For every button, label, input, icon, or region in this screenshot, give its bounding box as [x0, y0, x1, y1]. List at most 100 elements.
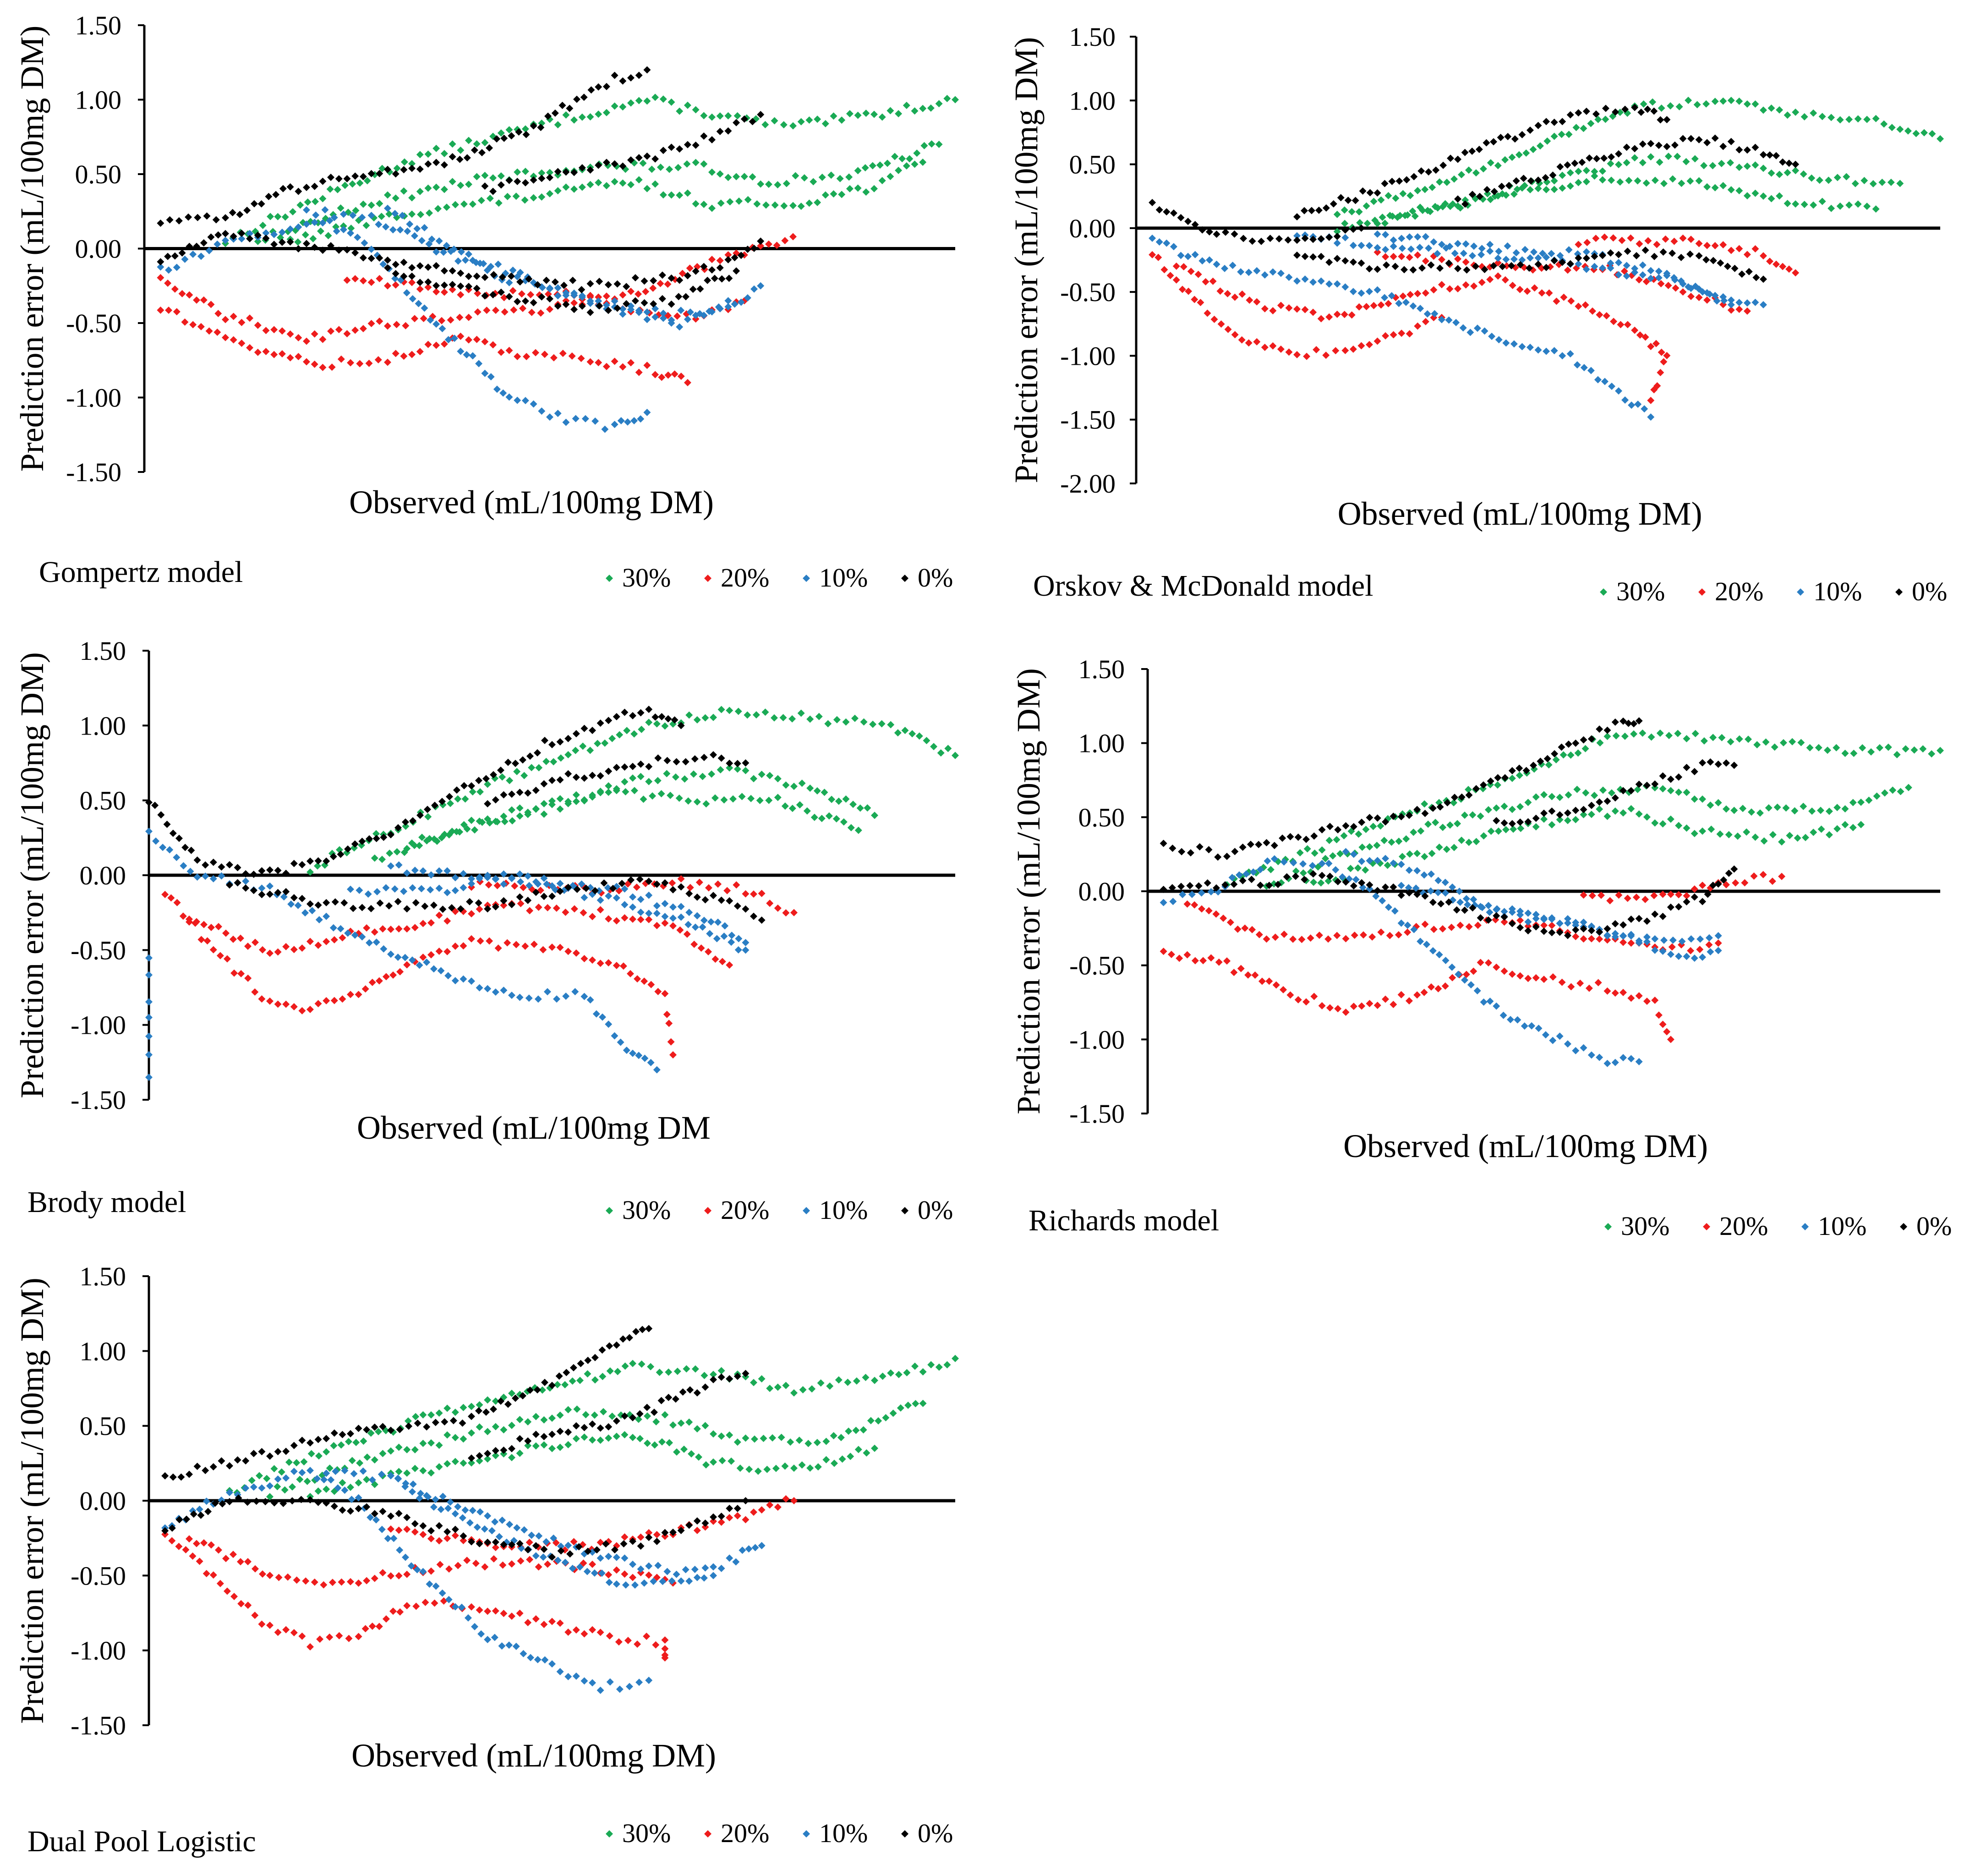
data-point — [282, 869, 290, 877]
data-point — [726, 707, 733, 714]
data-point — [717, 1512, 725, 1520]
data-point — [1160, 266, 1168, 274]
data-point — [852, 1426, 860, 1434]
data-point — [724, 256, 732, 263]
data-point — [1556, 252, 1564, 259]
data-point — [476, 1452, 483, 1459]
data-point — [358, 214, 366, 221]
data-point — [1160, 885, 1167, 893]
data-point — [367, 319, 375, 327]
data-point — [379, 1569, 387, 1577]
data-point — [1362, 866, 1369, 874]
data-point — [765, 181, 772, 188]
data-point — [613, 1341, 620, 1349]
data-point — [254, 237, 262, 245]
data-point — [1454, 155, 1461, 163]
data-point — [1709, 734, 1717, 741]
data-point — [1603, 726, 1611, 734]
data-point — [1828, 204, 1835, 212]
legend-marker — [1900, 1223, 1907, 1230]
data-point — [1532, 823, 1540, 831]
data-point — [522, 131, 530, 138]
data-point — [923, 737, 930, 745]
data-point — [556, 1411, 564, 1419]
data-point — [635, 97, 643, 104]
data-point — [772, 1465, 780, 1472]
data-point — [625, 1683, 633, 1690]
data-point — [1691, 282, 1699, 290]
data-point — [1768, 104, 1775, 112]
data-point — [596, 1538, 604, 1546]
data-point — [279, 1499, 287, 1507]
data-point — [440, 281, 448, 289]
data-point — [440, 186, 448, 193]
data-point — [1427, 887, 1434, 895]
data-point — [1591, 252, 1598, 260]
data-point — [668, 319, 675, 327]
data-point — [481, 338, 489, 346]
data-point — [1293, 236, 1301, 244]
data-point — [728, 1457, 735, 1465]
data-point — [1531, 284, 1538, 292]
data-point — [1390, 859, 1397, 867]
data-point — [1719, 241, 1727, 249]
data-point — [403, 869, 411, 877]
data-point — [534, 995, 542, 1003]
data-point — [530, 400, 537, 408]
data-point — [382, 884, 390, 892]
data-point — [1565, 791, 1572, 799]
data-point — [1627, 939, 1635, 947]
data-point — [631, 297, 639, 305]
data-point — [1591, 263, 1598, 270]
data-point — [645, 1677, 653, 1684]
data-point — [1234, 925, 1242, 933]
data-point — [1816, 176, 1823, 184]
data-point — [1493, 804, 1500, 812]
data-point — [474, 308, 482, 316]
data-point — [451, 201, 459, 208]
data-point — [1682, 158, 1690, 165]
data-point — [1178, 285, 1186, 293]
data-point — [1714, 939, 1722, 947]
data-point — [338, 1578, 345, 1586]
data-point — [1627, 915, 1635, 923]
data-point — [1502, 339, 1510, 347]
data-point — [878, 177, 886, 185]
data-point — [326, 217, 334, 225]
data-point — [1434, 204, 1442, 212]
data-point — [1253, 298, 1261, 306]
data-point — [258, 867, 266, 875]
data-point — [460, 975, 467, 983]
data-point — [445, 1596, 453, 1603]
data-point — [606, 1678, 614, 1686]
data-point — [1349, 225, 1357, 233]
data-point — [758, 916, 766, 924]
data-point — [1691, 954, 1698, 962]
data-point — [619, 363, 627, 371]
data-point — [489, 187, 497, 195]
data-point — [476, 1508, 484, 1516]
data-point — [710, 1563, 717, 1571]
data-point — [524, 1546, 532, 1553]
data-point — [1600, 154, 1608, 162]
data-point — [572, 1672, 580, 1680]
data-point — [326, 185, 334, 193]
data-point — [169, 829, 177, 837]
data-point — [581, 415, 589, 422]
data-point — [548, 1618, 556, 1625]
data-point — [520, 1650, 527, 1657]
data-point — [1854, 200, 1862, 208]
data-point — [806, 715, 814, 723]
data-point — [371, 1510, 378, 1518]
data-point — [395, 925, 403, 933]
data-point — [838, 191, 846, 198]
data-point — [1480, 832, 1488, 840]
data-point — [248, 1476, 256, 1484]
data-point — [532, 1542, 540, 1550]
data-point — [180, 862, 187, 870]
data-point — [145, 828, 153, 835]
data-point — [676, 107, 684, 115]
data-point — [378, 213, 385, 220]
data-point — [630, 417, 638, 425]
data-point — [635, 308, 643, 316]
